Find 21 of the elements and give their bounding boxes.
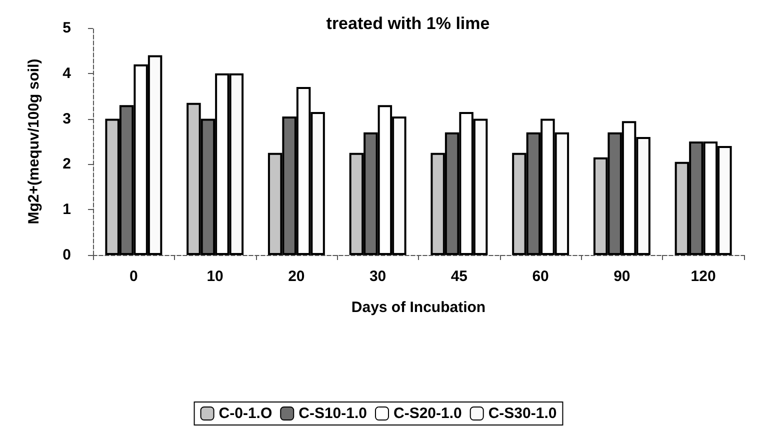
y-tick-label: 2 [62,156,71,173]
x-tick-label: 20 [288,268,305,285]
legend-label: C-S10-1.0 [298,405,367,422]
chart-title: treated with 1% lime [326,14,490,33]
legend-label: C-S20-1.0 [393,405,462,422]
y-tick-label: 0 [62,246,71,264]
legend-label: C-S30-1.0 [488,405,557,422]
y-tick-label: 5 [62,20,71,36]
x-tick-label: 30 [369,268,386,285]
legend-label: C-0-1.O [218,405,272,422]
x-tick-label: 0 [130,268,138,285]
y-tick-label: 1 [62,201,71,218]
x-tick-label: 90 [614,268,630,285]
x-axis-title: Days of Incubation [351,299,486,316]
y-axis-title: Mg2+(mequv/100g soil) [26,58,42,224]
y-tick-label: 3 [62,110,71,128]
x-tick-label: 120 [690,268,716,285]
x-tick-label: 60 [532,268,549,285]
x-tick-label: 45 [450,268,468,285]
x-tick-label: 10 [206,268,224,285]
y-tick-label: 4 [62,64,72,82]
